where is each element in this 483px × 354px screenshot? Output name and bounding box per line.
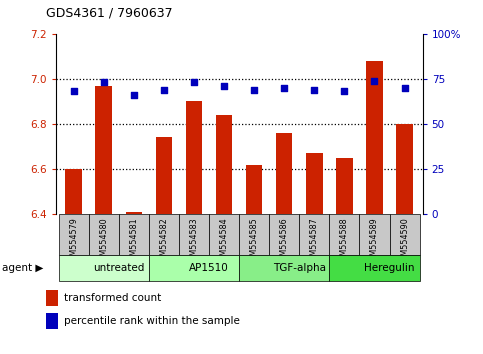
Bar <box>58 255 149 281</box>
Point <box>130 92 138 98</box>
Bar <box>179 214 209 255</box>
Bar <box>96 86 112 214</box>
Text: GSM554582: GSM554582 <box>159 217 169 266</box>
Point <box>100 80 108 85</box>
Text: transformed count: transformed count <box>64 293 162 303</box>
Text: GSM554579: GSM554579 <box>69 217 78 266</box>
Point <box>401 85 409 91</box>
Bar <box>185 101 202 214</box>
Bar <box>156 137 172 214</box>
Bar <box>126 212 142 214</box>
Bar <box>329 214 359 255</box>
Point <box>160 87 168 92</box>
Bar <box>276 133 293 214</box>
Bar <box>269 214 299 255</box>
Text: GSM554581: GSM554581 <box>129 217 138 266</box>
Text: GSM554586: GSM554586 <box>280 217 289 266</box>
Point <box>250 87 258 92</box>
Bar <box>209 214 239 255</box>
Text: AP1510: AP1510 <box>189 263 229 273</box>
Text: GSM554589: GSM554589 <box>370 217 379 266</box>
Text: GSM554588: GSM554588 <box>340 217 349 266</box>
Point <box>70 88 77 94</box>
Bar <box>216 115 232 214</box>
Bar <box>299 214 329 255</box>
Point <box>220 83 228 89</box>
Text: GSM554583: GSM554583 <box>189 217 199 266</box>
Point <box>280 85 288 91</box>
Bar <box>65 169 82 214</box>
Point <box>341 88 348 94</box>
Text: GSM554584: GSM554584 <box>220 217 228 266</box>
Bar <box>306 153 323 214</box>
Bar <box>119 214 149 255</box>
Text: TGF-alpha: TGF-alpha <box>273 263 326 273</box>
Bar <box>239 214 269 255</box>
Text: GSM554580: GSM554580 <box>99 217 108 266</box>
Bar <box>149 214 179 255</box>
Text: Heregulin: Heregulin <box>364 263 415 273</box>
Point <box>370 78 378 84</box>
Text: GSM554590: GSM554590 <box>400 217 409 266</box>
Text: GSM554587: GSM554587 <box>310 217 319 266</box>
Point <box>311 87 318 92</box>
Bar <box>46 313 58 329</box>
Bar <box>46 290 58 306</box>
Bar <box>246 165 262 214</box>
Text: agent ▶: agent ▶ <box>2 263 44 273</box>
Bar <box>58 214 89 255</box>
Bar <box>329 255 420 281</box>
Bar <box>336 158 353 214</box>
Text: untreated: untreated <box>93 263 144 273</box>
Bar <box>89 214 119 255</box>
Text: GSM554585: GSM554585 <box>250 217 258 266</box>
Text: GDS4361 / 7960637: GDS4361 / 7960637 <box>46 6 172 19</box>
Bar <box>239 255 329 281</box>
Text: percentile rank within the sample: percentile rank within the sample <box>64 316 241 326</box>
Bar <box>366 61 383 214</box>
Bar <box>149 255 239 281</box>
Bar <box>389 214 420 255</box>
Bar <box>359 214 389 255</box>
Bar <box>396 124 413 214</box>
Point <box>190 80 198 85</box>
